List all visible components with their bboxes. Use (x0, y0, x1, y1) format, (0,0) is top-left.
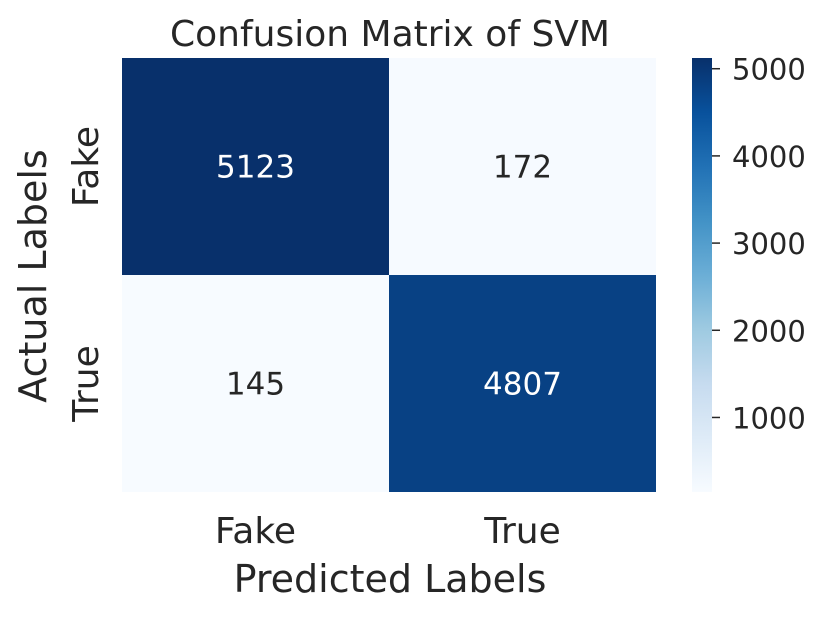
colorbar-tick-label: 5000 (732, 53, 806, 87)
x-axis-label: Predicted Labels (234, 557, 547, 601)
heatmap-cell (122, 275, 389, 492)
colorbar-tick-label: 4000 (732, 140, 806, 174)
y-tick-label: True (66, 345, 107, 422)
x-tick-label: Fake (215, 511, 296, 552)
chart-title: Confusion Matrix of SVM (170, 14, 610, 55)
cell-value-label: 145 (226, 367, 285, 403)
heatmap-cell-labels: 5123 172 145 4807 (216, 150, 562, 403)
x-tick-labels: Fake True (215, 511, 561, 552)
heatmap-cell (389, 58, 656, 275)
x-tick-label: True (483, 511, 560, 552)
y-tick-labels: Fake True (66, 126, 107, 423)
y-axis-label: Actual Labels (11, 149, 55, 402)
colorbar-tick-label: 1000 (732, 401, 806, 435)
colorbar (692, 58, 712, 492)
cell-value-label: 4807 (483, 367, 562, 403)
colorbar-tick-label: 2000 (732, 314, 806, 348)
heatmap-cell (122, 58, 389, 275)
cell-value-label: 172 (493, 150, 552, 186)
y-tick-label: Fake (66, 126, 107, 207)
heatmap-cell (389, 275, 656, 492)
colorbar-tick-label: 3000 (732, 227, 806, 261)
cell-value-label: 5123 (216, 150, 295, 186)
heatmap-cells (122, 58, 656, 492)
colorbar-ticks: 1000 2000 3000 4000 5000 (712, 53, 806, 435)
